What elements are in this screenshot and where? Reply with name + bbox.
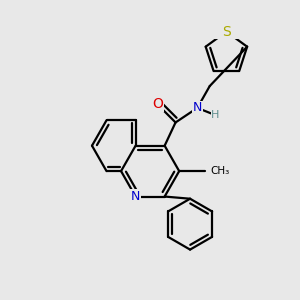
- Text: N: N: [193, 101, 202, 114]
- Text: CH₃: CH₃: [210, 166, 230, 176]
- Text: N: N: [131, 190, 140, 203]
- Text: H: H: [211, 110, 220, 120]
- Text: O: O: [152, 97, 163, 111]
- Text: S: S: [222, 25, 231, 39]
